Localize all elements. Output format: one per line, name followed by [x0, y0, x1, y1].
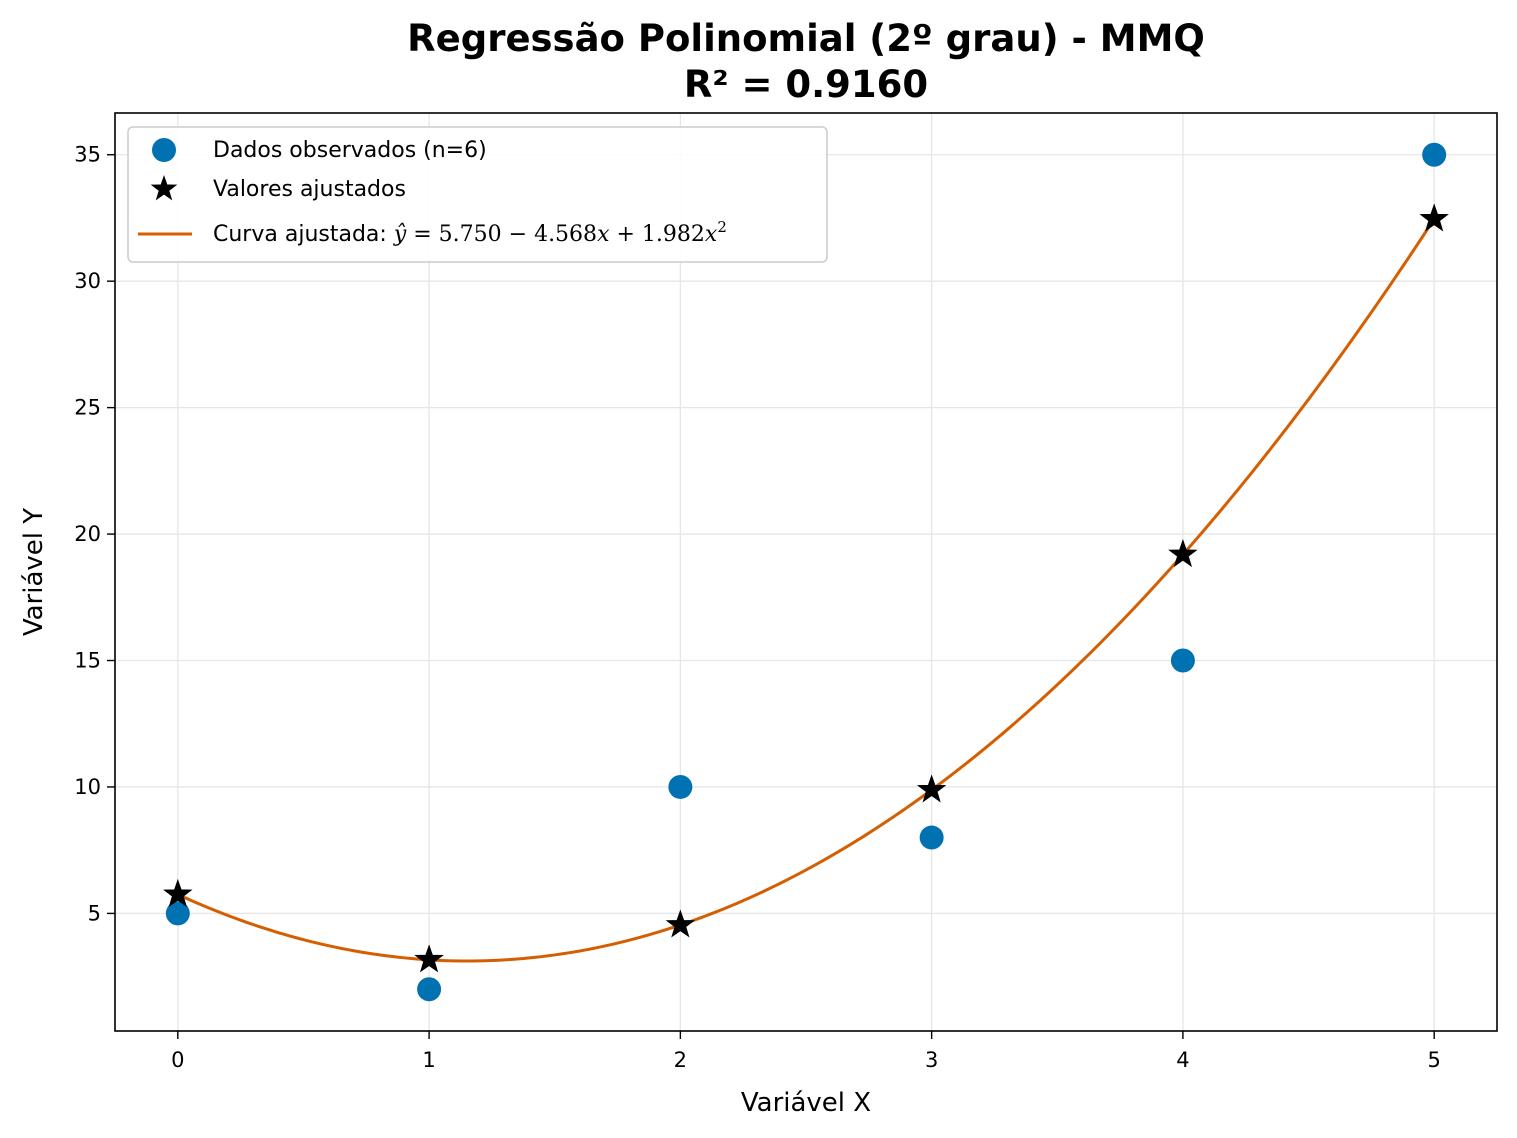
x-tick-label: 1 [422, 1048, 435, 1072]
fitted-point [916, 774, 947, 803]
y-tick-label: 5 [88, 901, 101, 925]
legend-eq-exponent: 2 [717, 218, 727, 236]
legend-eq-constant: = 5.750 − 4.568 [406, 222, 597, 247]
observed-point [919, 825, 944, 850]
chart-subtitle: R² = 0.9160 [684, 63, 928, 106]
y-tick-label: 20 [74, 522, 101, 546]
fitted-point [665, 909, 696, 938]
observed-point [165, 901, 190, 926]
legend: Dados observados (n=6) Valores ajustados… [127, 126, 828, 263]
y-tick-label: 15 [74, 649, 101, 673]
observed-point [417, 977, 442, 1002]
observed-points-layer [165, 142, 1447, 1002]
x-axis-ticks: 0 1 2 3 4 5 [171, 1031, 1441, 1072]
legend-box [127, 126, 828, 263]
legend-eq-plus: + 1.982 [609, 222, 704, 247]
fitted-curve-layer [177, 218, 1436, 963]
x-tick-label: 4 [1176, 1048, 1189, 1072]
fitted-points-layer [163, 203, 1449, 973]
x-tick-label: 0 [171, 1048, 184, 1072]
x-axis-label: Variável X [741, 1088, 871, 1118]
y-tick-label: 35 [74, 143, 101, 167]
legend-observed-label: Dados observados (n=6) [213, 138, 487, 163]
y-axis-label: Variável Y [19, 508, 49, 636]
legend-observed-marker [152, 138, 176, 162]
y-axis-ticks: 5 10 15 20 25 30 35 [74, 143, 115, 925]
fitted-point [163, 878, 193, 907]
x-tick-label: 2 [674, 1048, 687, 1072]
x-tick-label: 3 [925, 1048, 938, 1072]
observed-point [1422, 142, 1447, 167]
observed-point [1170, 648, 1195, 673]
y-tick-label: 25 [74, 396, 101, 420]
fitted-curve-line [177, 218, 1436, 963]
legend-fitted-label: Valores ajustados [213, 177, 406, 202]
legend-curve-label: Curva ajustada: ŷ = 5.750 − 4.568x + 1.9… [213, 218, 727, 247]
observed-point [668, 774, 693, 799]
legend-eq-var2: x [705, 222, 718, 247]
grid-lines [115, 113, 1497, 1031]
legend-eq-lhs: ŷ [393, 222, 407, 247]
fitted-point [1419, 203, 1449, 232]
x-tick-label: 5 [1427, 1048, 1440, 1072]
y-tick-label: 30 [74, 269, 101, 293]
plot-frame [114, 112, 1498, 1032]
fitted-point [414, 944, 444, 973]
chart-title: Regressão Polinomial (2º grau) - MMQ [407, 17, 1205, 60]
fitted-point [1168, 539, 1198, 568]
y-tick-label: 10 [74, 775, 101, 799]
legend-eq-var1: x [597, 222, 610, 247]
legend-fitted-marker [150, 175, 178, 201]
legend-curve-prefix: Curva ajustada: [213, 222, 387, 247]
